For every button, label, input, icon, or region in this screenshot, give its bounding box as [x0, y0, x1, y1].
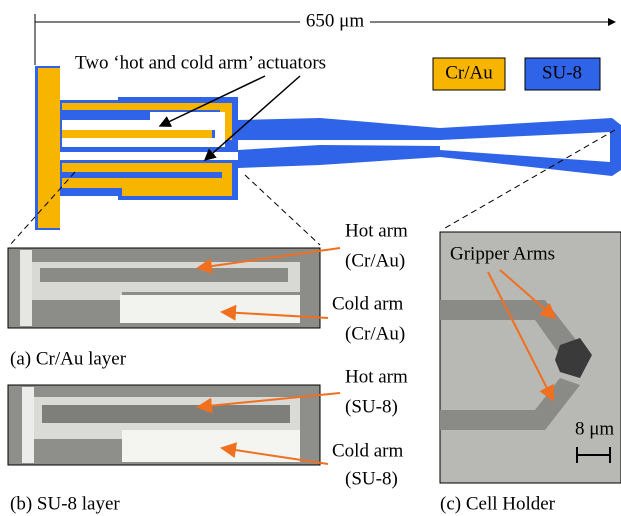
- scale-label: 8 μm: [575, 418, 614, 439]
- label: (SU-8): [345, 396, 398, 417]
- label: Hot arm: [345, 366, 408, 387]
- legend-label: SU-8: [542, 62, 582, 83]
- dimension-label: 650 μm: [306, 10, 364, 31]
- legend-label: Cr/Au: [445, 62, 493, 83]
- caption: (a) Cr/Au layer: [10, 348, 127, 369]
- label: Hot arm: [345, 220, 408, 241]
- caption: (b) SU-8 layer: [10, 493, 120, 514]
- label: Gripper Arms: [450, 243, 555, 264]
- photo-a: [8, 248, 320, 328]
- photo-b: [8, 385, 320, 465]
- annotation: Two ‘hot and cold arm’ actuators: [75, 52, 326, 73]
- label: (Cr/Au): [345, 323, 405, 344]
- device: [35, 66, 621, 230]
- label: Cold arm: [332, 293, 403, 314]
- label: (SU-8): [345, 468, 398, 489]
- label: Cold arm: [332, 440, 403, 461]
- label: (Cr/Au): [345, 250, 405, 271]
- figure: 650 μm Cr/Au SU-8 Two ‘hot and cold arm’…: [0, 0, 621, 516]
- caption: (c) Cell Holder: [440, 493, 556, 514]
